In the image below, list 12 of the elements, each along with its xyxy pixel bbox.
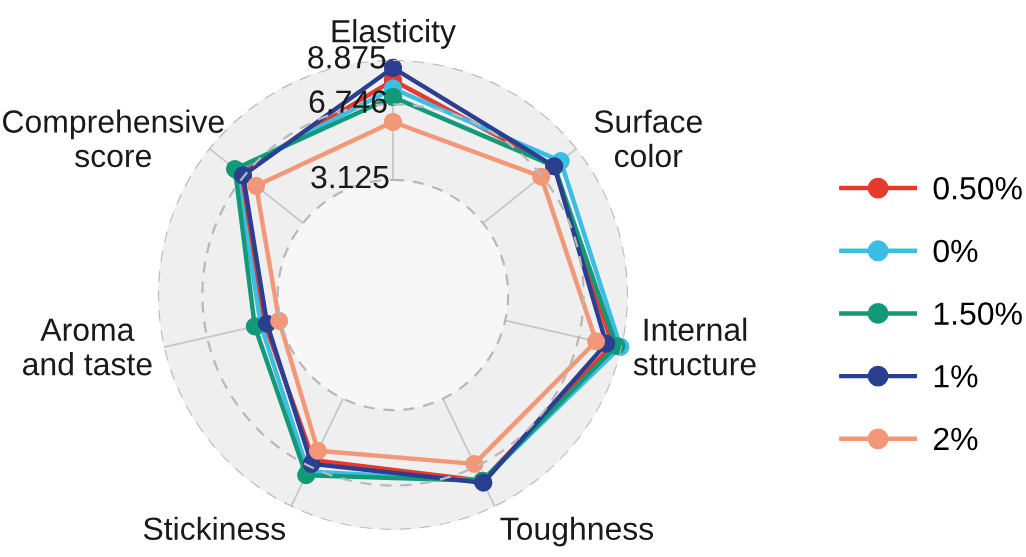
spoke-label: Stickiness (143, 516, 286, 541)
legend-label: 1% (934, 365, 978, 388)
spoke-label: Toughness (500, 516, 654, 547)
legend-label: 1.50% (934, 302, 1022, 325)
spoke-label: Internal structure (633, 317, 756, 376)
spoke-label: Aroma and taste (23, 318, 152, 376)
legend-label: 0.50% (933, 176, 1022, 200)
y-tick-label: 3.125 (311, 165, 389, 189)
spoke-label: Comprehensive score (3, 109, 224, 168)
spoke-label: Surface color (594, 109, 702, 168)
legend-label: 2% (933, 427, 978, 451)
legend-label: 0% (933, 239, 978, 263)
